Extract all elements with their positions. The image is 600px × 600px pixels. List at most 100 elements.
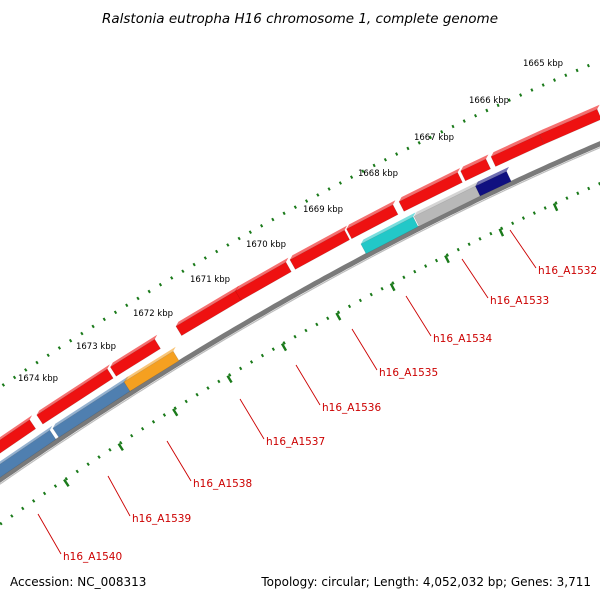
leader-line bbox=[295, 364, 321, 406]
gene-label-h16-a1533: h16_A1533 bbox=[490, 295, 549, 307]
inner-tick bbox=[53, 484, 58, 488]
leader-line bbox=[351, 328, 378, 371]
outer-tick bbox=[80, 331, 84, 336]
outer-tick bbox=[361, 169, 365, 174]
outer-tick bbox=[237, 236, 241, 241]
inner-tick bbox=[445, 253, 449, 257]
inner-tick bbox=[130, 433, 134, 438]
kbp-label-1671: 1671 kbp bbox=[190, 275, 230, 285]
outer-tick bbox=[68, 338, 73, 343]
inner-tick bbox=[478, 237, 482, 241]
inner-tick bbox=[86, 462, 90, 466]
gene-feature bbox=[109, 334, 161, 377]
inner-tick bbox=[217, 379, 221, 384]
outer-tick bbox=[91, 324, 95, 329]
kbp-label-1672: 1672 kbp bbox=[133, 309, 173, 319]
outer-tick bbox=[406, 146, 410, 151]
outer-tick bbox=[519, 93, 523, 97]
leader-line bbox=[166, 440, 192, 482]
inner-major-tick bbox=[63, 478, 70, 487]
gene-feature bbox=[475, 166, 512, 197]
kbp-label-1667: 1667 kbp bbox=[414, 133, 454, 143]
inner-tick bbox=[239, 366, 243, 371]
outer-tick bbox=[215, 249, 219, 254]
outer-tick bbox=[462, 119, 466, 123]
inner-tick bbox=[97, 455, 101, 459]
outer-tick bbox=[485, 108, 489, 113]
inner-tick bbox=[315, 322, 319, 327]
gene-feature-body bbox=[109, 338, 161, 377]
gene-feature bbox=[175, 285, 243, 337]
outer-tick bbox=[12, 375, 17, 380]
inner-tick bbox=[260, 353, 265, 358]
gene-label-h16-a1536: h16_A1536 bbox=[322, 402, 381, 414]
inner-tick bbox=[413, 269, 417, 274]
leader-lines bbox=[37, 229, 537, 555]
inner-tick bbox=[140, 426, 145, 431]
inner-tick bbox=[511, 221, 515, 226]
inner-tick bbox=[206, 386, 210, 390]
gene-feature bbox=[539, 104, 600, 145]
gene-feature bbox=[0, 415, 37, 454]
inner-tick bbox=[380, 286, 384, 291]
gene-feature bbox=[398, 168, 463, 212]
inner-tick bbox=[358, 298, 362, 303]
inner-major-tick bbox=[552, 203, 559, 212]
inner-tick bbox=[271, 347, 275, 351]
outer-tick bbox=[271, 217, 275, 222]
inner-major-tick bbox=[226, 375, 233, 384]
outer-tick bbox=[350, 175, 354, 179]
kbp-label-1665: 1665 kbp bbox=[523, 59, 563, 69]
outer-tick bbox=[293, 205, 297, 209]
outer-tick bbox=[57, 346, 62, 350]
gene-feature-top bbox=[360, 212, 416, 244]
leader-line bbox=[509, 229, 537, 269]
inner-major-tick bbox=[335, 312, 342, 321]
inner-tick bbox=[293, 334, 297, 339]
tick-layer bbox=[0, 63, 600, 526]
inner-tick bbox=[31, 499, 36, 503]
inner-tick bbox=[521, 216, 526, 220]
leader-line bbox=[37, 513, 62, 555]
inner-tick bbox=[489, 231, 493, 236]
gene-feature bbox=[0, 425, 57, 478]
inner-tick bbox=[565, 196, 569, 200]
gene-feature-top bbox=[175, 285, 239, 327]
gene-feature bbox=[234, 257, 292, 301]
outer-tick bbox=[181, 269, 185, 274]
gene-label-h16-a1540: h16_A1540 bbox=[63, 551, 122, 563]
outer-tick bbox=[192, 262, 196, 267]
outer-tick bbox=[496, 103, 500, 108]
gene-feature bbox=[360, 212, 419, 255]
map-title: Ralstonia eutropha H16 chromosome 1, com… bbox=[102, 11, 498, 27]
inner-tick bbox=[347, 304, 352, 309]
outer-tick bbox=[147, 289, 151, 294]
inner-tick bbox=[21, 506, 25, 511]
gene-feature-top bbox=[235, 257, 289, 291]
outer-tick bbox=[473, 113, 478, 118]
outer-tick bbox=[530, 88, 534, 92]
gene-feature-body bbox=[234, 261, 292, 301]
gene-feature-top bbox=[289, 225, 347, 260]
gene-feature-top bbox=[0, 425, 53, 465]
inner-tick bbox=[282, 341, 286, 345]
inner-tick bbox=[326, 316, 330, 321]
inner-tick bbox=[304, 328, 308, 333]
gene-feature-body bbox=[346, 204, 399, 240]
kbp-label-1670: 1670 kbp bbox=[246, 240, 286, 250]
gene-label-h16-a1538: h16_A1538 bbox=[193, 478, 252, 490]
gene-feature-top bbox=[124, 346, 176, 382]
kbp-label-1674: 1674 kbp bbox=[18, 374, 58, 384]
outer-tick bbox=[541, 83, 545, 87]
gene-feature bbox=[490, 129, 545, 167]
inner-tick bbox=[337, 310, 341, 315]
inner-tick bbox=[75, 469, 79, 474]
outer-tick bbox=[395, 152, 399, 156]
genome-stats-text: Topology: circular; Length: 4,052,032 bp… bbox=[260, 575, 591, 589]
inner-tick bbox=[228, 373, 232, 377]
inner-tick bbox=[402, 275, 406, 280]
gene-label-h16-a1537: h16_A1537 bbox=[266, 436, 325, 448]
gene-feature-top bbox=[414, 180, 480, 217]
inner-tick bbox=[434, 258, 439, 263]
gene-feature-body bbox=[460, 158, 491, 182]
